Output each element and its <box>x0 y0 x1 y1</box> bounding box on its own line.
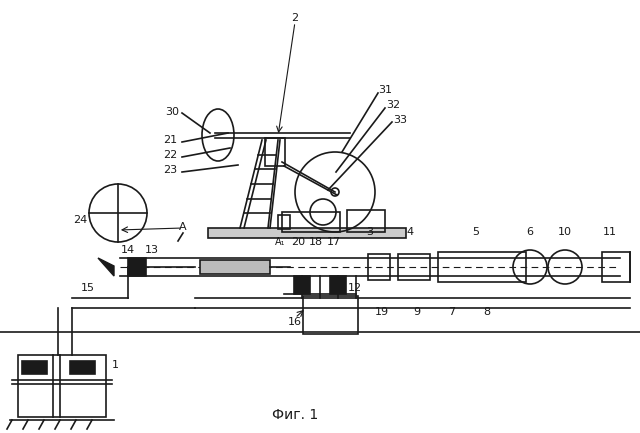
Bar <box>282 212 340 232</box>
Text: 32: 32 <box>386 100 400 110</box>
Text: 13: 13 <box>145 245 159 255</box>
Bar <box>303 296 358 334</box>
Bar <box>602 252 630 282</box>
Text: 23: 23 <box>163 165 177 175</box>
Polygon shape <box>98 258 114 276</box>
Text: 17: 17 <box>327 237 341 247</box>
Text: 16: 16 <box>288 317 302 327</box>
Bar <box>265 138 285 166</box>
Text: 33: 33 <box>393 115 407 125</box>
Bar <box>438 252 526 282</box>
Bar <box>70 361 95 374</box>
Bar <box>330 276 346 294</box>
Text: 11: 11 <box>603 227 617 237</box>
Text: 30: 30 <box>165 107 179 117</box>
Bar <box>208 228 406 238</box>
Text: 10: 10 <box>558 227 572 237</box>
Text: 4: 4 <box>406 227 413 237</box>
Text: Фиг. 1: Фиг. 1 <box>272 408 318 422</box>
Bar <box>398 254 430 280</box>
Text: 5: 5 <box>472 227 479 237</box>
Circle shape <box>331 188 339 196</box>
Text: 20: 20 <box>291 237 305 247</box>
Text: 21: 21 <box>163 135 177 145</box>
Text: 22: 22 <box>163 150 177 160</box>
Text: 12: 12 <box>348 283 362 293</box>
Text: A: A <box>179 222 187 232</box>
Bar <box>347 210 385 232</box>
Bar <box>368 254 390 280</box>
Text: 18: 18 <box>309 237 323 247</box>
Text: A₁: A₁ <box>275 237 285 247</box>
Text: 8: 8 <box>483 307 491 317</box>
Bar <box>294 276 310 294</box>
Text: 31: 31 <box>378 85 392 95</box>
Bar <box>18 355 106 417</box>
Bar <box>200 260 270 274</box>
Text: 6: 6 <box>527 227 534 237</box>
Bar <box>278 215 290 229</box>
Text: 2: 2 <box>291 13 299 23</box>
Text: 24: 24 <box>73 215 87 225</box>
Text: 3: 3 <box>367 227 374 237</box>
Text: 1: 1 <box>111 360 118 370</box>
Text: 7: 7 <box>449 307 456 317</box>
Text: 14: 14 <box>121 245 135 255</box>
Bar <box>22 361 47 374</box>
Text: 19: 19 <box>375 307 389 317</box>
Text: 9: 9 <box>413 307 420 317</box>
Bar <box>128 258 146 276</box>
Text: 15: 15 <box>81 283 95 293</box>
